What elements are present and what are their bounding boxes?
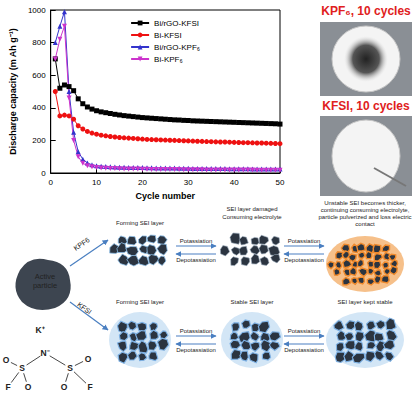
svg-text:Bi/rGO-KFSI: Bi/rGO-KFSI <box>154 19 199 28</box>
svg-text:Unstable SEI becomes thicker,: Unstable SEI becomes thicker, <box>324 200 406 206</box>
svg-text:SEI layer kept stable: SEI layer kept stable <box>337 299 393 305</box>
svg-text:F: F <box>5 382 10 392</box>
svg-text:K⁺: K⁺ <box>35 325 44 335</box>
svg-text:50: 50 <box>276 178 285 187</box>
svg-text:Depotassiation: Depotassiation <box>176 257 216 263</box>
svg-text:40: 40 <box>230 178 239 187</box>
svg-text:10: 10 <box>92 178 101 187</box>
svg-text:Stable SEI layer: Stable SEI layer <box>230 299 273 305</box>
svg-text:Consuming electrolyte: Consuming electrolyte <box>222 214 282 220</box>
svg-text:KFSI: KFSI <box>76 301 93 316</box>
svg-text:continuing consuming electroly: continuing consuming electrolyte, <box>321 207 410 213</box>
svg-text:Potassiation: Potassiation <box>180 328 213 334</box>
svg-text:800: 800 <box>32 38 46 47</box>
svg-text:Potassiation: Potassiation <box>180 238 213 244</box>
svg-text:S: S <box>19 363 25 373</box>
svg-text:KPF₆, 10 cycles: KPF₆, 10 cycles <box>321 4 411 18</box>
svg-text:400: 400 <box>32 103 46 112</box>
svg-text:SEI layer damaged: SEI layer damaged <box>226 206 277 212</box>
svg-text:20: 20 <box>138 178 147 187</box>
svg-text:O: O <box>85 354 92 364</box>
svg-text:Potassiation: Potassiation <box>288 328 321 334</box>
svg-text:O: O <box>61 382 68 392</box>
svg-text:0: 0 <box>41 169 46 178</box>
svg-text:particle pulverized and loss e: particle pulverized and loss electric <box>318 214 411 220</box>
svg-text:Potassiation: Potassiation <box>288 238 321 244</box>
svg-text:600: 600 <box>32 71 46 80</box>
svg-text:S: S <box>67 363 73 373</box>
svg-text:0: 0 <box>48 178 53 187</box>
svg-text:Discharge capacity (m Ah g⁻¹): Discharge capacity (m Ah g⁻¹) <box>8 28 18 155</box>
svg-text:1000: 1000 <box>28 6 46 15</box>
svg-text:Depotassiation: Depotassiation <box>284 347 324 353</box>
svg-text:Depotassiation: Depotassiation <box>284 257 324 263</box>
svg-text:Bi/rGO-KPF₆: Bi/rGO-KPF₆ <box>154 43 200 52</box>
svg-text:30: 30 <box>184 178 193 187</box>
svg-text:200: 200 <box>32 136 46 145</box>
svg-text:Bi-KPF₆: Bi-KPF₆ <box>154 55 183 64</box>
svg-text:N⁻: N⁻ <box>40 348 49 358</box>
svg-text:KPF6: KPF6 <box>72 236 91 252</box>
svg-text:Forming SEI layer: Forming SEI layer <box>116 299 164 305</box>
svg-text:Depotassiation: Depotassiation <box>176 347 216 353</box>
svg-text:F: F <box>87 382 92 392</box>
svg-text:O: O <box>25 382 32 392</box>
svg-text:Active: Active <box>35 272 55 281</box>
svg-text:Forming SEI layer: Forming SEI layer <box>116 220 164 226</box>
svg-text:Cycle number: Cycle number <box>136 191 196 201</box>
svg-text:KFSI, 10 cycles: KFSI, 10 cycles <box>322 99 410 113</box>
svg-text:contact: contact <box>355 221 375 227</box>
svg-text:Bi-KFSI: Bi-KFSI <box>154 31 182 40</box>
svg-text:particle: particle <box>33 281 57 290</box>
svg-text:O: O <box>3 355 10 365</box>
